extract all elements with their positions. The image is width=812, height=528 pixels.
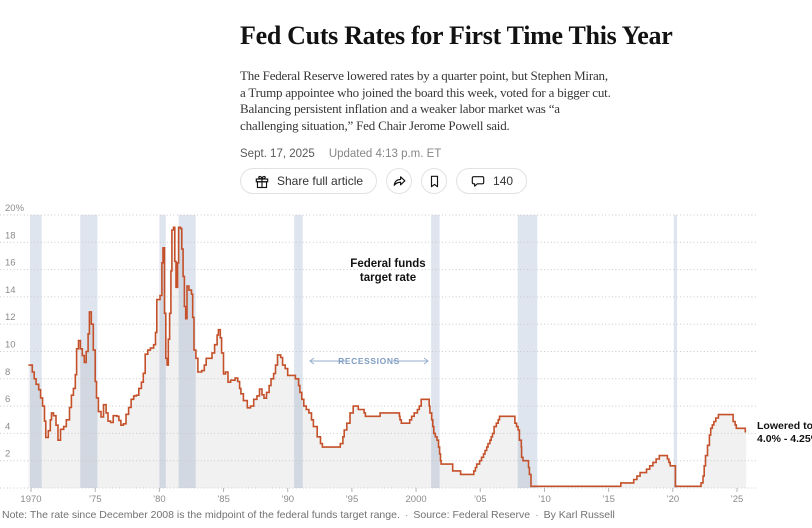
- x-axis-label: 2000: [406, 494, 427, 505]
- article-summary: The Federal Reserve lowered rates by a q…: [240, 68, 611, 133]
- chart-footnote: Note: The rate since December 2008 is th…: [2, 509, 615, 521]
- y-axis-label: 10: [5, 340, 16, 351]
- x-axis-label: ’10: [538, 494, 551, 505]
- share-arrow-icon: [391, 173, 407, 189]
- comment-count: 140: [493, 174, 514, 188]
- dateline: Sept. 17, 2025 Updated 4:13 p.m. ET: [240, 148, 441, 160]
- rate-area: [28, 227, 747, 489]
- fed-funds-chart: 20% 18 16 14 12 10 8 6 4 2 1970 ’75 ’80 ’85 ’90 ’95 2000…: [0, 203, 812, 505]
- share-full-article-label: Share full article: [277, 174, 364, 188]
- recessions-annotation: [309, 357, 429, 365]
- recession-band: [294, 215, 303, 488]
- y-axis-label: 16: [5, 258, 16, 269]
- y-axis-label: 8: [5, 367, 10, 378]
- recession-band: [159, 215, 166, 488]
- x-axis-label: ’15: [602, 494, 615, 505]
- share-button[interactable]: [386, 168, 413, 194]
- x-axis-label: ’90: [281, 494, 294, 505]
- page-title: Fed Cuts Rates for First Time This Year: [240, 21, 673, 51]
- y-axis-label: 20%: [5, 203, 25, 214]
- bookmark-button[interactable]: [421, 168, 448, 194]
- y-axis-label: 12: [5, 312, 16, 323]
- share-full-article-button[interactable]: Share full article: [240, 168, 378, 194]
- x-axis-label: 1970: [20, 494, 41, 505]
- recessions-label: RECESSIONS: [338, 356, 400, 366]
- x-axis-label: ’85: [217, 494, 230, 505]
- recession-band: [30, 215, 42, 488]
- note-text: Note: The rate since December 2008 is th…: [2, 509, 400, 521]
- y-axis-label: 14: [5, 285, 16, 296]
- y-axis-label: 2: [5, 449, 10, 460]
- publish-date: Sept. 17, 2025: [240, 148, 315, 160]
- end-annotation-line1: Lowered to:: [757, 420, 812, 432]
- rate-line: [28, 226, 747, 488]
- x-axis-label: ’95: [346, 494, 359, 505]
- x-axis-label: ’25: [731, 494, 744, 505]
- x-axis-label: ’80: [153, 494, 166, 505]
- byline-text: By Karl Russell: [543, 509, 615, 521]
- updated-time: Updated 4:13 p.m. ET: [328, 148, 442, 160]
- gridlines: [0, 214, 756, 489]
- gift-icon: [254, 173, 270, 189]
- bookmark-icon: [427, 174, 442, 189]
- x-axis-label: ’75: [89, 494, 102, 505]
- x-axis-label: ’20: [666, 494, 679, 505]
- x-axis-label: ’05: [474, 494, 487, 505]
- end-annotation-line2: 4.0% - 4.25%: [757, 433, 812, 445]
- source-text: Source: Federal Reserve: [413, 509, 531, 521]
- comments-button[interactable]: 140: [456, 168, 528, 194]
- recession-band: [673, 215, 677, 488]
- comment-icon: [470, 173, 486, 189]
- chart-title: Federal funds target rate: [350, 258, 425, 284]
- y-axis-label: 18: [5, 230, 16, 241]
- action-bar: Share full article 140: [240, 168, 528, 194]
- y-axis-label: 6: [5, 394, 10, 405]
- y-axis-label: 4: [5, 421, 10, 432]
